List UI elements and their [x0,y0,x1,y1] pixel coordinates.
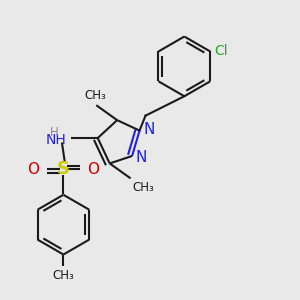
Text: NH: NH [46,133,66,146]
Text: Cl: Cl [214,44,227,58]
Text: O: O [87,162,99,177]
Text: S: S [57,160,70,178]
Text: CH₃: CH₃ [132,181,154,194]
Text: N: N [136,150,147,165]
Text: N: N [143,122,155,137]
Text: H: H [50,126,59,139]
Text: O: O [28,162,40,177]
Text: CH₃: CH₃ [52,269,74,282]
Text: CH₃: CH₃ [84,89,106,102]
